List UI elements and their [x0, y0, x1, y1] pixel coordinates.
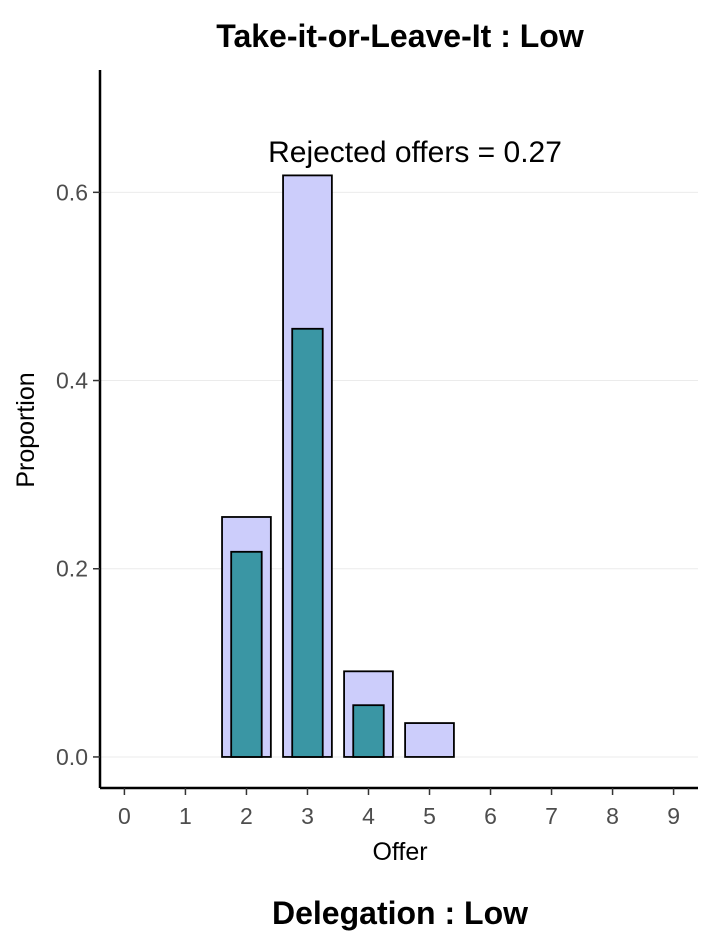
x-tick-label: 4: [362, 803, 375, 829]
x-tick-label: 9: [667, 803, 680, 829]
y-tick-label: 0.2: [56, 556, 88, 582]
y-tick-label: 0.4: [56, 368, 88, 394]
x-tick-label: 5: [423, 803, 436, 829]
x-tick-label: 8: [606, 803, 619, 829]
x-tick-label: 1: [179, 803, 192, 829]
gridlines: [100, 191, 698, 758]
x-tick-label: 3: [301, 803, 314, 829]
y-axis-title: Proportion: [12, 372, 40, 487]
x-tick-label: 0: [118, 803, 131, 829]
x-tick-label: 7: [545, 803, 558, 829]
bar-accepted-offers-4: [352, 704, 385, 758]
x-axis-title: Offer: [372, 838, 427, 866]
facet-label: Delegation : Low: [272, 895, 528, 931]
bars: [221, 174, 455, 758]
x-tick-label: 6: [484, 803, 497, 829]
bar-accepted-offers-3: [291, 327, 324, 758]
y-tick-label: 0.0: [56, 744, 88, 770]
y-tick-label: 0.6: [56, 179, 88, 205]
chart-title: Take-it-or-Leave-It : Low: [216, 18, 584, 54]
axis-ticks: 0.0 0.2 0.4 0.6 0 1 2 3 4 5 6 7 8 9: [56, 179, 680, 829]
rejected-offers-annotation: Rejected offers = 0.27: [268, 136, 562, 169]
bar-accepted-offers-2: [230, 550, 263, 758]
bar-all-offers-5: [404, 722, 455, 758]
x-tick-label: 2: [240, 803, 253, 829]
